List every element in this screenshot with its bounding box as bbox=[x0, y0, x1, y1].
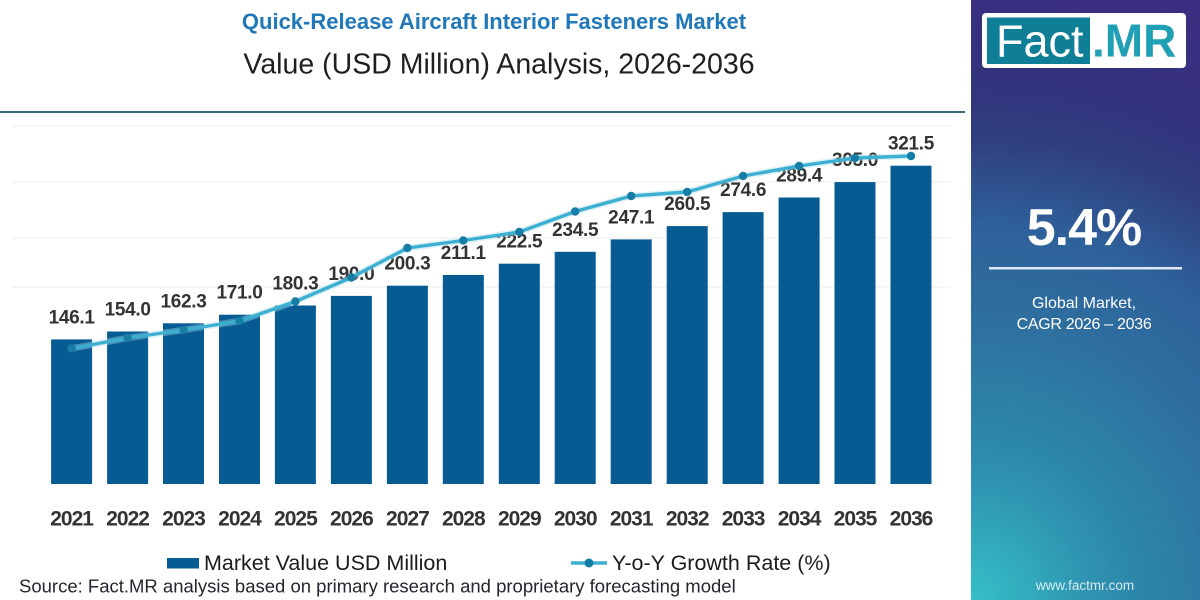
svg-text:2025: 2025 bbox=[274, 508, 318, 531]
svg-text:171.0: 171.0 bbox=[216, 283, 262, 304]
svg-text:2032: 2032 bbox=[666, 508, 709, 531]
svg-text:Global Market,: Global Market, bbox=[1032, 295, 1136, 312]
svg-text:2028: 2028 bbox=[442, 508, 486, 531]
svg-text:222.5: 222.5 bbox=[496, 232, 543, 253]
svg-text:200.3: 200.3 bbox=[384, 254, 430, 275]
svg-text:Value (USD Million) Analysis,: Value (USD Million) Analysis, 2026-2036 bbox=[243, 49, 754, 81]
svg-text:154.0: 154.0 bbox=[105, 300, 151, 321]
svg-text:.MR: .MR bbox=[1092, 15, 1176, 67]
svg-text:146.1: 146.1 bbox=[49, 307, 96, 328]
svg-text:2024: 2024 bbox=[218, 508, 262, 531]
svg-text:2030: 2030 bbox=[554, 508, 597, 531]
svg-text:2021: 2021 bbox=[50, 508, 94, 531]
svg-text:CAGR 2026 – 2036: CAGR 2026 – 2036 bbox=[1017, 316, 1152, 333]
svg-text:162.3: 162.3 bbox=[160, 291, 206, 312]
svg-text:274.6: 274.6 bbox=[720, 180, 766, 201]
svg-text:2027: 2027 bbox=[386, 508, 429, 531]
svg-text:289.4: 289.4 bbox=[776, 166, 823, 187]
svg-text:2023: 2023 bbox=[162, 508, 205, 531]
svg-text:2026: 2026 bbox=[330, 508, 373, 531]
svg-text:2033: 2033 bbox=[722, 508, 765, 531]
svg-text:2031: 2031 bbox=[610, 508, 654, 531]
svg-text:2035: 2035 bbox=[834, 508, 878, 531]
svg-text:www.factmr.com: www.factmr.com bbox=[1035, 578, 1134, 593]
svg-text:Fact: Fact bbox=[996, 16, 1084, 67]
svg-text:2022: 2022 bbox=[106, 508, 149, 531]
svg-text:247.1: 247.1 bbox=[608, 207, 655, 228]
svg-text:Source: Fact.MR analysis based: Source: Fact.MR analysis based on primar… bbox=[19, 576, 736, 597]
svg-text:Market Value USD Million: Market Value USD Million bbox=[204, 551, 447, 575]
svg-text:2036: 2036 bbox=[890, 508, 933, 531]
svg-text:2029: 2029 bbox=[498, 508, 541, 531]
svg-text:180.3: 180.3 bbox=[272, 274, 318, 295]
svg-text:Y-o-Y Growth Rate (%): Y-o-Y Growth Rate (%) bbox=[612, 551, 831, 575]
svg-text:5.4%: 5.4% bbox=[1027, 199, 1142, 257]
svg-text:321.5: 321.5 bbox=[888, 134, 935, 155]
svg-text:260.5: 260.5 bbox=[664, 194, 711, 215]
svg-text:Quick-Release Aircraft Interio: Quick-Release Aircraft Interior Fastener… bbox=[242, 9, 747, 34]
svg-text:211.1: 211.1 bbox=[441, 243, 487, 264]
svg-text:234.5: 234.5 bbox=[552, 220, 599, 241]
svg-text:2034: 2034 bbox=[778, 508, 822, 531]
